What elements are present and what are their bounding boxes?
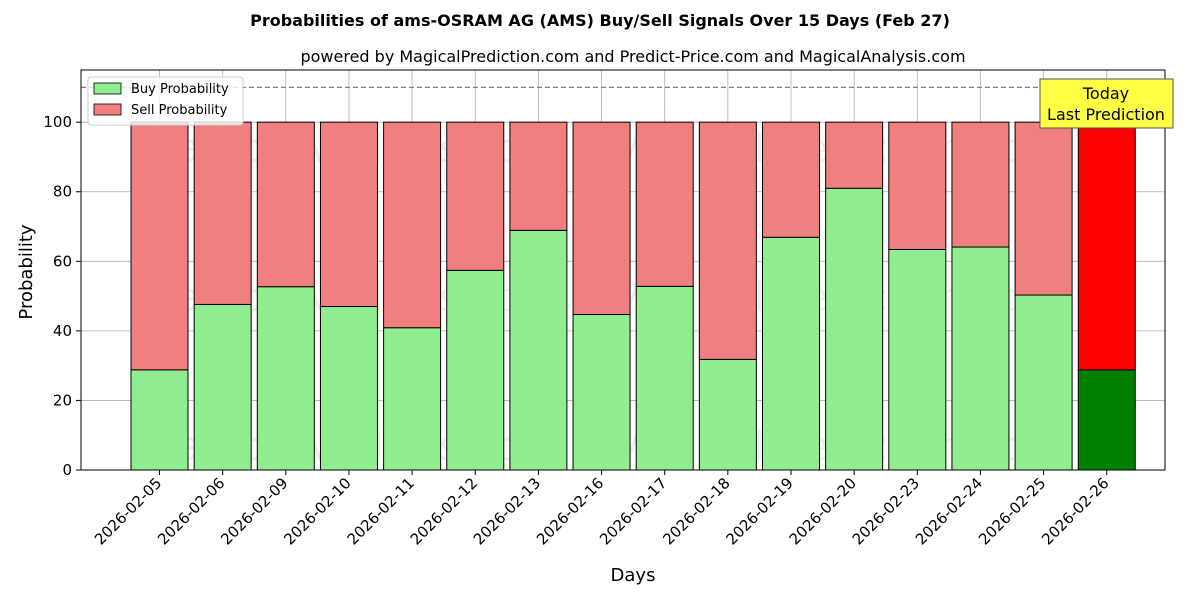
y-tick-label: 80 (53, 183, 72, 201)
bar-sell (825, 121, 884, 189)
today-annotation-line2: Last Prediction (1047, 105, 1165, 124)
bar-sell (762, 121, 820, 238)
bar-buy (888, 248, 947, 471)
bar-buy (509, 229, 568, 471)
bar-buy (762, 236, 820, 471)
x-tick-label: 2026-02-20 (786, 474, 860, 548)
bar-sell (383, 121, 442, 329)
bar-sell (1077, 121, 1136, 371)
bar-sell (256, 121, 315, 288)
bar-sell (193, 121, 252, 305)
bar-buy (572, 314, 631, 471)
bar-sell (572, 121, 631, 316)
y-tick-label: 100 (43, 113, 72, 131)
bar-sell (635, 121, 694, 287)
today-annotation: Today Last Prediction (1039, 78, 1174, 129)
today-annotation-line1: Today (1082, 84, 1129, 103)
x-tick-label: 2026-02-09 (217, 474, 291, 548)
bar-sell (698, 121, 757, 360)
legend: Buy Probability Sell Probability (87, 76, 244, 126)
y-tick-label: 60 (53, 252, 72, 270)
y-tick-label: 40 (53, 322, 72, 340)
bar-buy (319, 306, 378, 471)
y-axis-label: Probability (16, 224, 37, 319)
x-tick-label: 2026-02-16 (533, 474, 607, 548)
legend-box (87, 76, 244, 126)
y-tick-label: 20 (53, 391, 72, 409)
bar-buy (825, 187, 884, 471)
x-axis: 2026-02-052026-02-062026-02-092026-02-10… (91, 470, 1113, 548)
bar-sell (319, 121, 378, 308)
bar-sell (130, 121, 189, 371)
chart-subtitle: powered by MagicalPrediction.com and Pre… (300, 47, 965, 66)
bar-buy (446, 269, 505, 471)
x-tick-label: 2026-02-25 (975, 474, 1049, 548)
x-tick-label: 2026-02-17 (596, 474, 670, 548)
bar-buy (698, 358, 757, 471)
bars (130, 121, 1136, 471)
chart-title: Probabilities of ams-OSRAM AG (AMS) Buy/… (250, 11, 950, 30)
y-axis: 0 20 40 60 80 100 (43, 113, 81, 479)
x-tick-label: 2026-02-18 (659, 474, 733, 548)
legend-swatch-sell (93, 103, 122, 116)
x-tick-label: 2026-02-26 (1038, 474, 1112, 548)
x-tick-label: 2026-02-23 (849, 474, 923, 548)
bar-sell (951, 121, 1010, 248)
y-tick-label: 0 (62, 461, 72, 479)
x-tick-label: 2026-02-11 (344, 474, 418, 548)
legend-label-buy: Buy Probability (131, 82, 229, 97)
bar-buy (1077, 369, 1136, 471)
x-axis-label: Days (611, 565, 656, 586)
bar-buy (130, 369, 189, 471)
bar-sell (888, 121, 947, 250)
x-tick-label: 2026-02-12 (407, 474, 481, 548)
bar-buy (635, 285, 694, 471)
bar-buy (256, 286, 315, 471)
bar-buy (193, 303, 252, 471)
bar-buy (1014, 294, 1073, 471)
bar-buy (951, 246, 1010, 471)
x-tick-label: 2026-02-06 (154, 474, 228, 548)
plot-frame (80, 69, 1166, 471)
bar-sell (509, 121, 568, 231)
x-tick-label: 2026-02-19 (722, 474, 796, 548)
legend-label-sell: Sell Probability (131, 103, 228, 118)
bar-buy (383, 327, 442, 471)
legend-swatch-buy (93, 82, 122, 95)
x-tick-label: 2026-02-05 (91, 474, 165, 548)
x-tick-label: 2026-02-13 (470, 474, 544, 548)
x-tick-label: 2026-02-24 (912, 474, 986, 548)
bar-sell (446, 121, 505, 271)
today-annotation-box (1039, 78, 1174, 129)
bar-sell (1014, 121, 1073, 296)
x-tick-label: 2026-02-10 (280, 474, 354, 548)
